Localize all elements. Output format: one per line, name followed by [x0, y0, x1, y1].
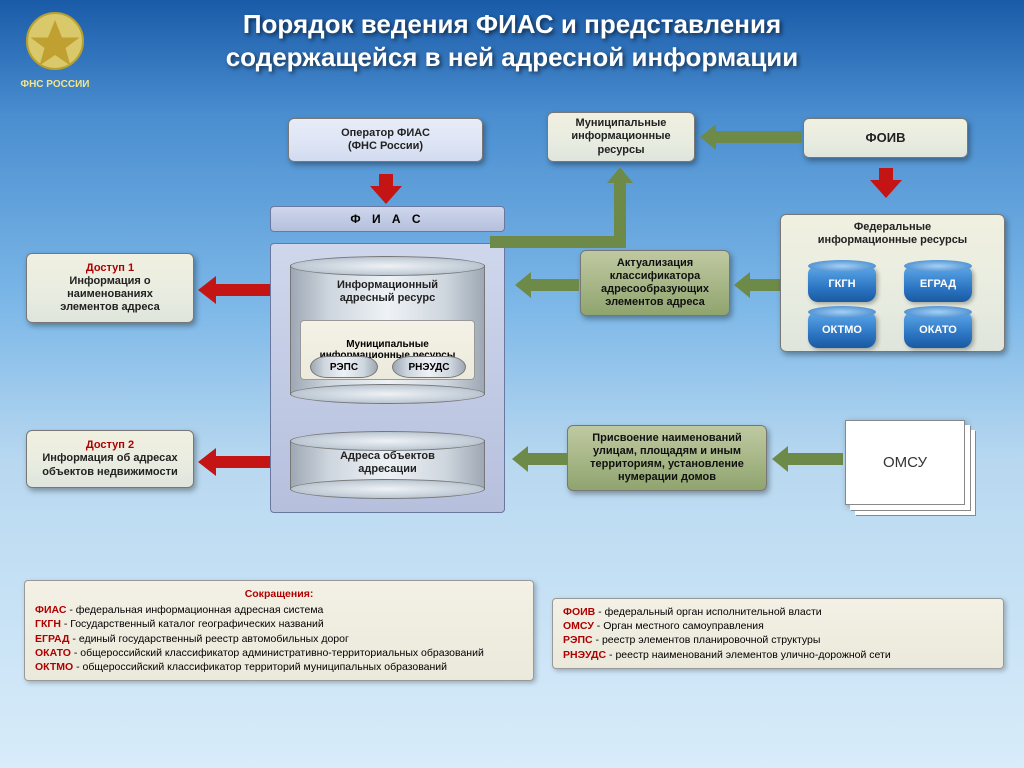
legend-left: Сокращения: ФИАС - федеральная информаци…: [24, 580, 534, 681]
arrow-municipal-up: [607, 167, 633, 183]
arrow-omsu-to-naming: [772, 446, 788, 472]
act-l1: Актуализация: [617, 257, 693, 270]
fias-band-label: Ф И А С: [350, 212, 424, 226]
info-res-l2: адресный ресурс: [290, 292, 485, 305]
legend-row: ГКГН - Государственный каталог географич…: [35, 617, 523, 631]
reps-label: РЭПС: [330, 362, 358, 373]
db-egrad-label: ЕГРАД: [920, 278, 956, 290]
db-okato: ОКАТО: [904, 312, 972, 348]
legend-row: ОКТМО - общероссийский классификатор тер…: [35, 660, 523, 674]
actualization-box: Актуализация классификатора адресообразу…: [580, 250, 730, 316]
act-l4: элементов адреса: [605, 296, 704, 309]
fias-band: Ф И А С: [270, 206, 505, 232]
db-gkgn: ГКГН: [808, 266, 876, 302]
mun-l3: ресурсы: [597, 144, 644, 157]
legend-hdr: Сокращения:: [35, 587, 523, 601]
arrow-foiv-down: [870, 180, 902, 198]
naming-l3: территориям, установление: [590, 458, 744, 471]
municipal-resources-box: Муниципальные информационные ресурсы: [547, 112, 695, 162]
access2-l1: Информация об адресах: [42, 452, 177, 465]
page-title: Порядок ведения ФИАС и представления сод…: [0, 8, 1024, 73]
foiv-label: ФОИВ: [866, 130, 906, 146]
title-line1: Порядок ведения ФИАС и представления: [0, 8, 1024, 41]
db-egrad: ЕГРАД: [904, 266, 972, 302]
db-gkgn-label: ГКГН: [828, 278, 855, 290]
naming-l1: Присвоение наименований: [592, 432, 742, 445]
title-line2: содержащейся в ней адресной информации: [0, 41, 1024, 74]
access1-hdr: Доступ 1: [86, 262, 134, 275]
rneuds-label: РНЭУДС: [408, 362, 449, 373]
act-l3: адресообразующих: [601, 283, 709, 296]
foiv-box: ФОИВ: [803, 118, 968, 158]
access1-l3: элементов адреса: [60, 301, 159, 314]
legend-row: ФИАС - федеральная информационная адресн…: [35, 603, 523, 617]
address-objects-cylinder: Адреса объектов адресации: [290, 440, 485, 490]
addr-l1: Адреса объектов: [290, 450, 485, 463]
arrow-mun-to-foiv: [700, 124, 716, 150]
db-oktmo: ОКТМО: [808, 312, 876, 348]
mini-rneuds: РНЭУДС: [392, 356, 466, 378]
access1-box: Доступ 1 Информация о наименованиях элем…: [26, 253, 194, 323]
mun-l1: Муниципальные: [576, 117, 667, 130]
db-oktmo-label: ОКТМО: [822, 324, 862, 336]
access2-box: Доступ 2 Информация об адресах объектов …: [26, 430, 194, 488]
addr-l2: адресации: [290, 463, 485, 476]
operator-box: Оператор ФИАС (ФНС России): [288, 118, 483, 162]
fedres-l2: информационные ресурсы: [818, 234, 967, 247]
legend-row: ЕГРАД - единый государственный реестр ав…: [35, 632, 523, 646]
mun-l2: информационные: [571, 130, 670, 143]
access2-l2: объектов недвижимости: [42, 466, 177, 479]
legend-right: ФОИВ - федеральный орган исполнительной …: [552, 598, 1004, 669]
access1-l1: Информация о: [69, 275, 150, 288]
access1-l2: наименованиях: [67, 288, 153, 301]
arrow-fedres-to-actual: [734, 272, 750, 298]
arrow-operator-down: [370, 186, 402, 204]
omsu-label: ОМСУ: [883, 454, 927, 471]
arrow-mun-horizontal: [490, 236, 614, 248]
operator-l1: Оператор ФИАС: [341, 127, 430, 140]
naming-l4: нумерации домов: [618, 471, 716, 484]
naming-l2: улицам, площадям и иным: [593, 445, 741, 458]
cen-mun-l1: Муниципальные: [346, 339, 429, 351]
mini-reps: РЭПС: [310, 356, 378, 378]
fedres-l1: Федеральные: [854, 221, 931, 234]
arrow-access2: [198, 448, 216, 476]
emblem-label: ФНС РОССИИ: [10, 79, 100, 90]
act-l2: классификатора: [610, 270, 701, 283]
legend-row: ФОИВ - федеральный орган исполнительной …: [563, 605, 993, 619]
naming-box: Присвоение наименований улицам, площадям…: [567, 425, 767, 491]
legend-row: ОКАТО - общероссийский классификатор адм…: [35, 646, 523, 660]
legend-row: ОМСУ - Орган местного самоуправления: [563, 619, 993, 633]
arrow-mun-corner: [614, 236, 626, 248]
legend-row: РНЭУДС - реестр наименований элементов у…: [563, 648, 993, 662]
arrow-naming-left: [512, 446, 528, 472]
db-okato-label: ОКАТО: [919, 324, 957, 336]
info-res-l1: Информационный: [290, 279, 485, 292]
legend-row: РЭПС - реестр элементов планировочной ст…: [563, 633, 993, 647]
access2-hdr: Доступ 2: [86, 439, 134, 452]
arrow-access1: [198, 276, 216, 304]
arrow-actual-left: [515, 272, 531, 298]
omsu-stack: ОМСУ: [845, 420, 965, 505]
operator-l2: (ФНС России): [348, 140, 423, 153]
